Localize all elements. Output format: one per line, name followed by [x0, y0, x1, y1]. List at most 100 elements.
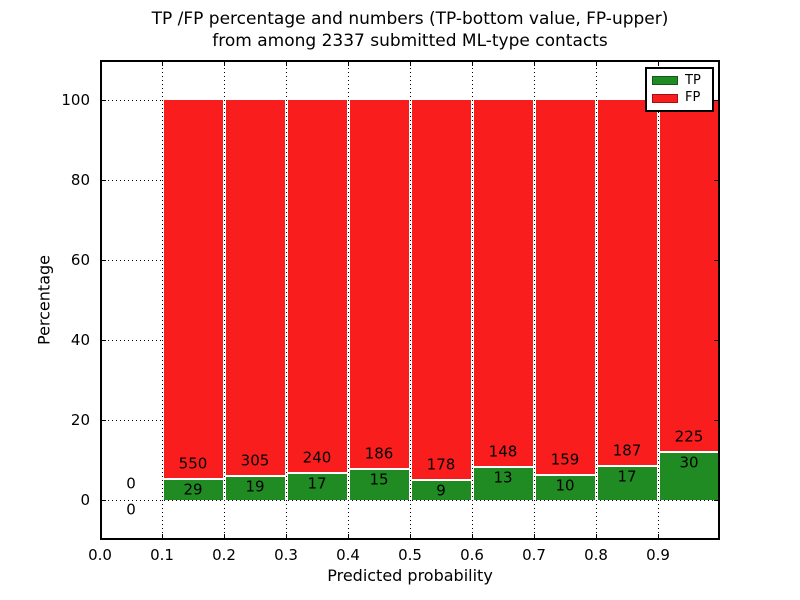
- x-tick-mark: [285, 534, 287, 540]
- y-tick-mark: [100, 259, 106, 261]
- x-tick-label: 0.3: [274, 546, 298, 564]
- fp-bar-segment: [597, 100, 657, 465]
- tp-count-label: 9: [436, 481, 446, 500]
- x-tick-mark: [533, 534, 535, 540]
- y-tick-mark-right: [714, 339, 720, 341]
- tp-bar-segment: [411, 480, 471, 500]
- fp-count-label: 159: [550, 450, 580, 469]
- v-gridline: [533, 60, 535, 540]
- x-tick-mark-top: [285, 60, 287, 66]
- y-tick-label: 100: [61, 91, 90, 109]
- x-tick-mark-top: [99, 60, 101, 66]
- fp-count-label: 186: [364, 444, 394, 463]
- legend-label-tp: TP: [685, 72, 701, 88]
- y-tick-mark-right: [714, 499, 720, 501]
- tp-bar-segment: [349, 470, 409, 500]
- tp-count-label: 15: [369, 470, 389, 489]
- tp-count-label: 13: [493, 468, 513, 487]
- v-gridline: [223, 60, 225, 540]
- h-gridline: [100, 499, 720, 501]
- chart-title: TP /FP percentage and numbers (TP-bottom…: [20, 8, 800, 52]
- x-tick-mark: [471, 534, 473, 540]
- v-gridline: [409, 60, 411, 540]
- v-gridline: [285, 60, 287, 540]
- tp-bar-segment: [659, 452, 719, 500]
- x-tick-mark: [409, 534, 411, 540]
- y-tick-mark: [100, 419, 106, 421]
- chart-title-line2: from among 2337 submitted ML-type contac…: [212, 31, 608, 51]
- tp-bar-segment: [535, 476, 595, 500]
- tp-bar-segment: [225, 476, 285, 500]
- plot-area: TP FP 0 0 550 29 305 19 240 17 186 15 178 9 148 13 159…: [99, 60, 720, 540]
- x-tick-label: 0.7: [522, 546, 546, 564]
- y-tick-mark: [100, 499, 106, 501]
- x-tick-label: 0.9: [646, 546, 670, 564]
- x-tick-label: 0.4: [336, 546, 360, 564]
- legend: TP FP: [645, 67, 714, 112]
- v-gridline: [347, 60, 349, 540]
- fp-count-label: 550: [178, 454, 208, 473]
- x-tick-label: 0.8: [584, 546, 608, 564]
- x-axis-label: Predicted probability: [327, 566, 493, 585]
- fp-bar-segment: [659, 100, 719, 451]
- tp-count-label: 17: [617, 467, 637, 486]
- tp-bar-segment: [473, 467, 533, 500]
- y-tick-mark-right: [714, 419, 720, 421]
- tp-count-label: 19: [245, 477, 265, 496]
- y-tick-mark-right: [714, 259, 720, 261]
- x-tick-mark: [657, 534, 659, 540]
- fp-bar-segment: [287, 100, 347, 472]
- tp-count-label: 0: [126, 500, 136, 519]
- tp-count-label: 29: [183, 480, 203, 499]
- y-tick-label: 80: [70, 171, 90, 189]
- y-tick-mark-right: [714, 179, 720, 181]
- x-tick-mark-top: [409, 60, 411, 66]
- tp-bar-segment: [597, 466, 657, 500]
- fp-count-label: 178: [426, 455, 456, 474]
- v-gridline: [595, 60, 597, 540]
- v-gridline: [657, 60, 659, 540]
- fp-count-label: 240: [302, 448, 332, 467]
- x-tick-mark: [99, 534, 101, 540]
- tp-bar-segment: [287, 473, 347, 500]
- v-gridline: [161, 60, 163, 540]
- y-tick-label: 60: [70, 251, 90, 269]
- fp-bar-segment: [349, 100, 409, 469]
- fp-count-label: 0: [126, 474, 136, 493]
- fp-count-label: 305: [240, 451, 270, 470]
- fp-bar-segment: [163, 100, 223, 478]
- x-tick-mark-top: [161, 60, 163, 66]
- legend-label-fp: FP: [685, 90, 701, 106]
- x-tick-mark: [161, 534, 163, 540]
- legend-entry-fp: FP: [652, 91, 707, 105]
- y-tick-mark: [100, 339, 106, 341]
- fp-count-label: 225: [674, 427, 704, 446]
- x-tick-label: 0.2: [212, 546, 236, 564]
- x-tick-mark: [223, 534, 225, 540]
- fp-count-label: 148: [488, 442, 518, 461]
- fp-count-label: 187: [612, 441, 642, 460]
- fp-bar-segment: [473, 100, 533, 466]
- x-tick-label: 0.6: [460, 546, 484, 564]
- x-tick-label: 0.1: [150, 546, 174, 564]
- fp-bar-segment: [535, 100, 595, 475]
- fp-bar-segment: [225, 100, 285, 475]
- tp-count-label: 17: [307, 474, 327, 493]
- legend-entry-tp: TP: [652, 72, 707, 88]
- y-tick-mark-right: [714, 99, 720, 101]
- v-gridline: [471, 60, 473, 540]
- x-tick-mark-top: [471, 60, 473, 66]
- tp-count-label: 30: [679, 453, 699, 472]
- y-tick-label: 40: [70, 331, 90, 349]
- x-tick-mark-top: [347, 60, 349, 66]
- tp-count-label: 10: [555, 476, 575, 495]
- y-tick-mark: [100, 179, 106, 181]
- fp-bar-segment: [411, 100, 471, 479]
- y-tick-mark: [100, 99, 106, 101]
- tp-bar-segment: [163, 479, 223, 500]
- x-tick-mark-top: [657, 60, 659, 66]
- x-tick-label: 0.0: [88, 546, 112, 564]
- x-tick-mark: [595, 534, 597, 540]
- fp-color-swatch: [652, 93, 678, 103]
